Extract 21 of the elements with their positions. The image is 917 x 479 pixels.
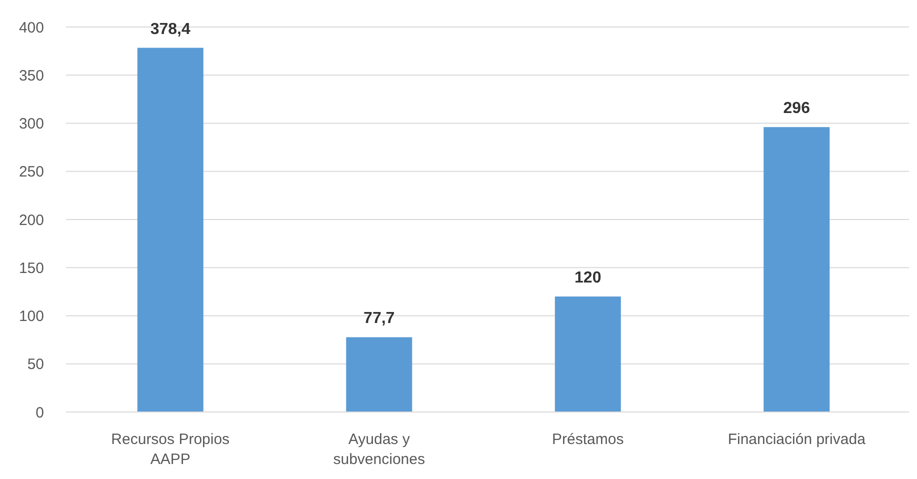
y-tick-label: 350 <box>18 67 44 84</box>
x-tick-label: Financiación privada <box>728 431 866 448</box>
y-tick-label: 250 <box>18 164 44 181</box>
bar <box>554 296 621 412</box>
y-tick-label: 300 <box>18 116 44 132</box>
bar <box>137 48 204 412</box>
bar <box>346 337 412 412</box>
y-tick-label: 0 <box>36 404 44 422</box>
data-label: 296 <box>783 100 810 118</box>
x-tick-label: Ayudas y subvenciones <box>333 431 425 468</box>
y-tick-label: 200 <box>18 212 44 229</box>
y-tick-label: 50 <box>27 356 44 374</box>
data-label: 378,4 <box>150 20 190 38</box>
x-tick-label: Recursos Propios AAPP <box>111 431 230 468</box>
bar <box>764 127 830 412</box>
x-tick-label: Préstamos <box>552 431 624 448</box>
y-tick-label: 400 <box>18 19 44 36</box>
y-tick-label: 150 <box>18 260 44 277</box>
data-label: 77,7 <box>364 310 395 328</box>
y-tick-label: 100 <box>18 308 44 325</box>
data-label: 120 <box>574 270 602 286</box>
